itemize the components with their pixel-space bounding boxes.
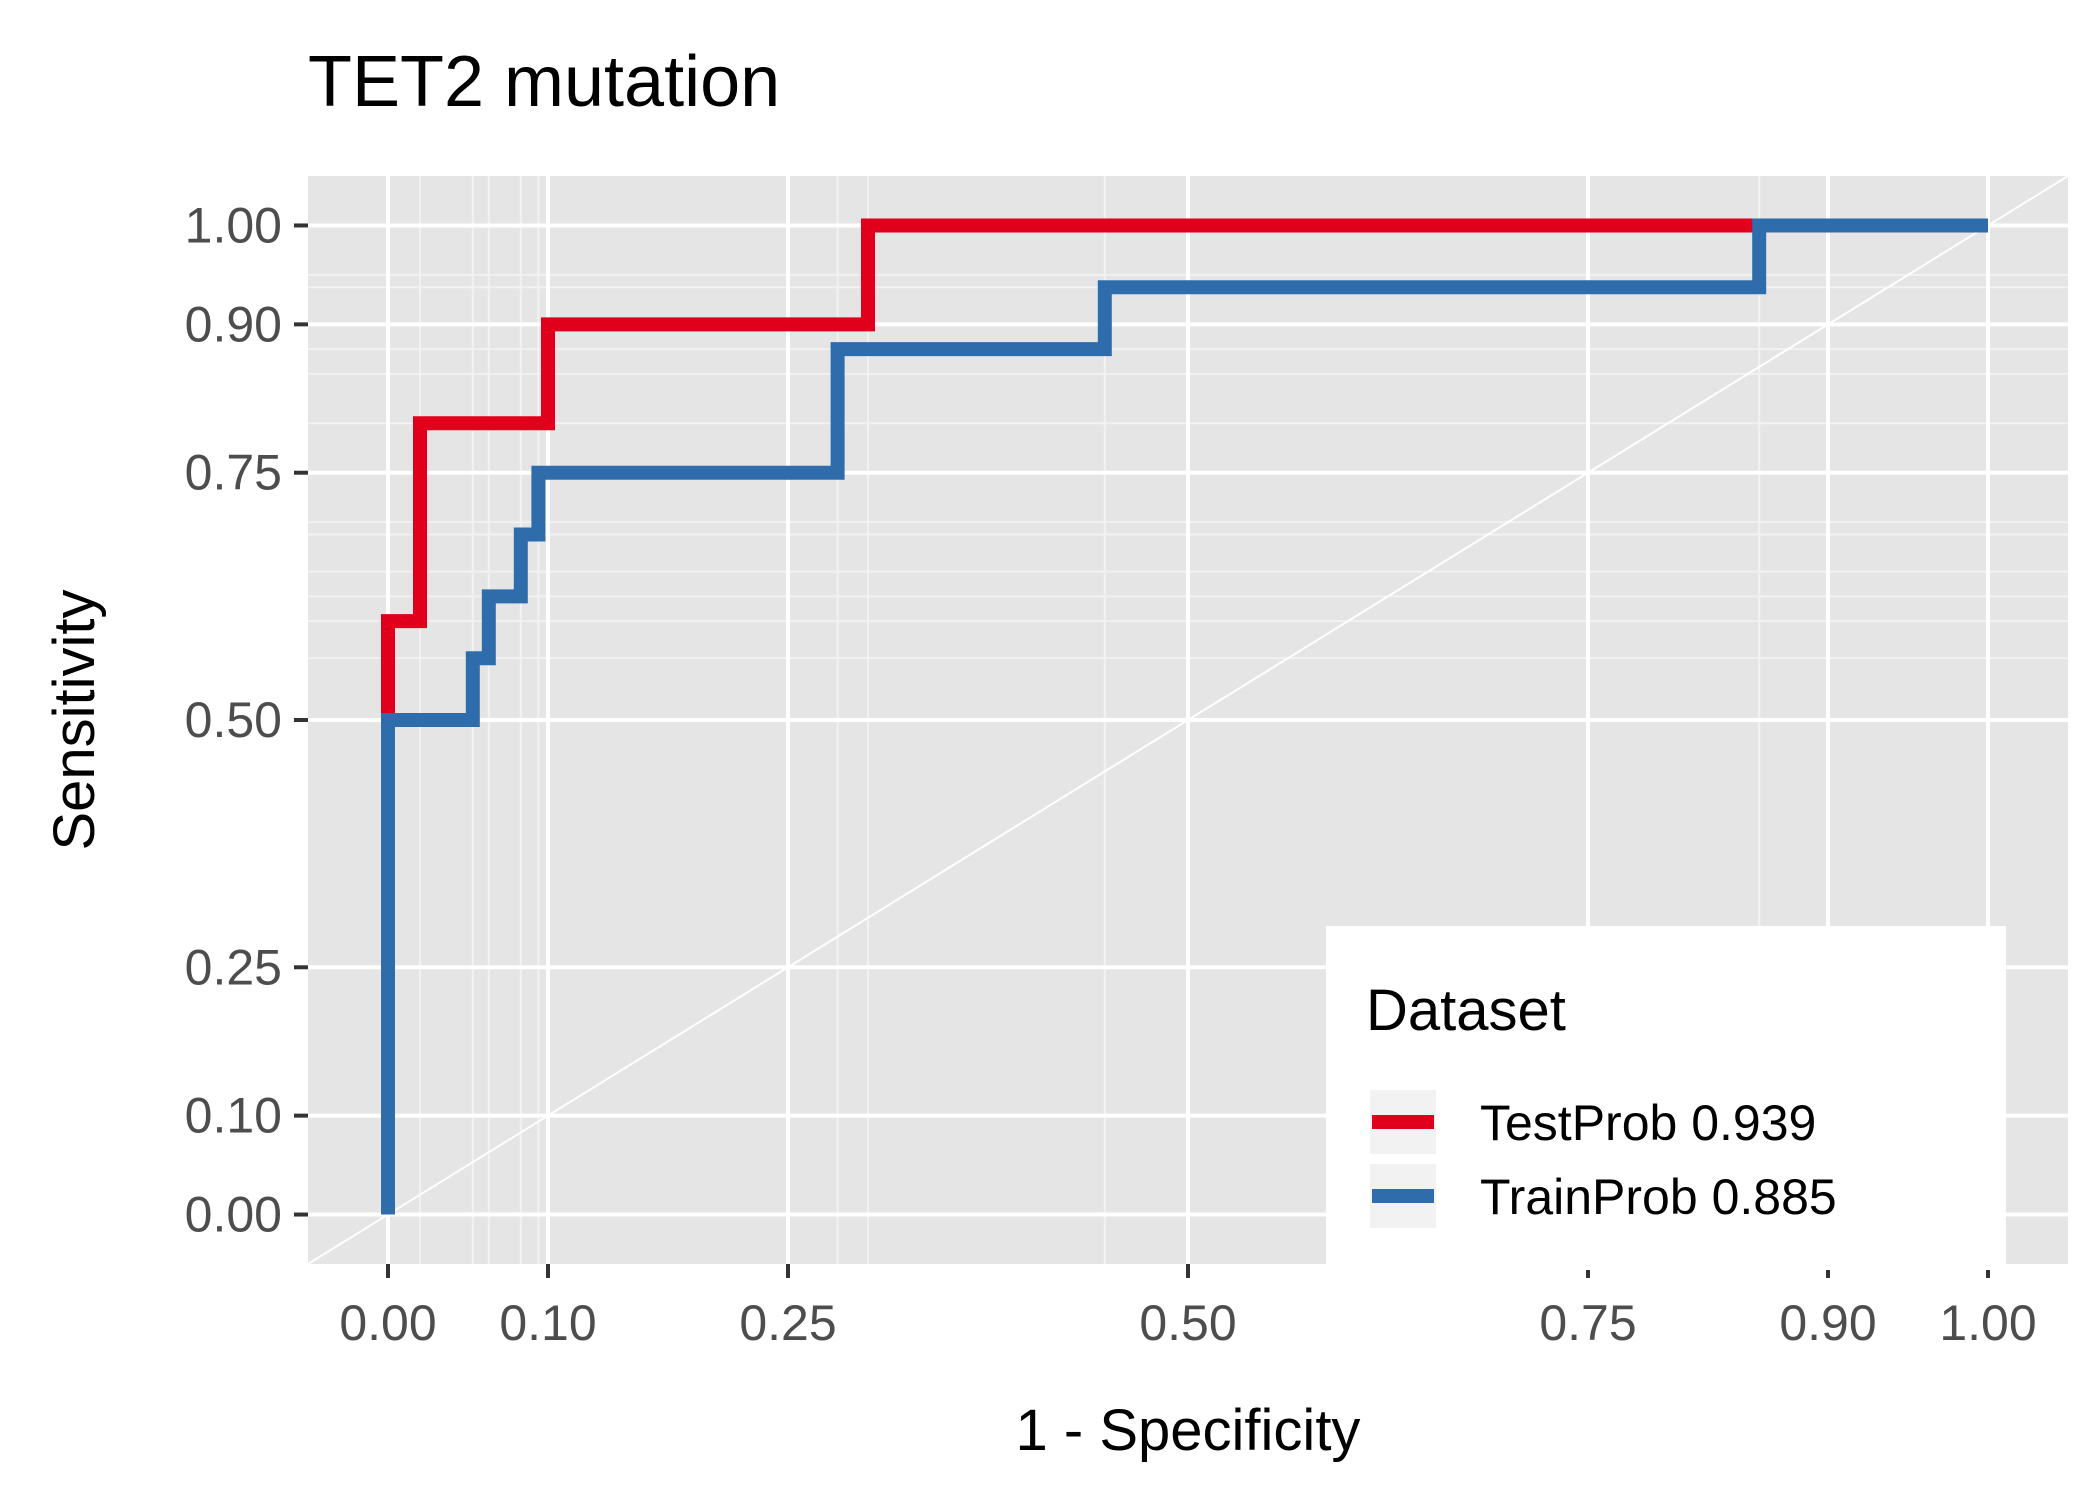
series-line-testprob xyxy=(381,218,1988,1215)
diagonal-reference-line xyxy=(307,175,2069,1265)
y-tick-label: 0.00 xyxy=(185,1187,282,1243)
x-tick-label: 0.75 xyxy=(1539,1295,1636,1351)
y-tick-label: 0.50 xyxy=(185,692,282,748)
y-tick-label: 0.10 xyxy=(185,1088,282,1144)
y-tick-label: 0.75 xyxy=(185,445,282,501)
y-tick-label: 0.90 xyxy=(185,296,282,352)
x-axis: 0.00 0.10 0.25 0.50 0.75 0.90 1.00 xyxy=(339,1264,2037,1351)
legend-label: TestProb 0.939 xyxy=(1480,1095,1816,1151)
x-tick-label: 0.10 xyxy=(499,1295,596,1351)
y-tick-label: 0.25 xyxy=(185,939,282,995)
series-line-trainprob xyxy=(381,218,1988,1215)
y-axis-title: Sensitivity xyxy=(42,589,107,850)
chart-title: TET2 mutation xyxy=(308,42,780,122)
x-tick-label: 0.25 xyxy=(739,1295,836,1351)
legend: Dataset TestProb 0.939 TrainProb 0.885 xyxy=(1326,926,2006,1270)
x-tick-label: 0.90 xyxy=(1779,1295,1876,1351)
x-tick-label: 0.00 xyxy=(339,1295,436,1351)
x-tick-label: 1.00 xyxy=(1939,1295,2036,1351)
series-layer xyxy=(381,218,1988,1215)
y-tick-label: 1.00 xyxy=(185,197,282,253)
y-axis: 0.00 0.10 0.25 0.50 0.75 0.90 1.00 xyxy=(185,197,308,1243)
legend-box xyxy=(1326,926,2006,1270)
x-axis-title: 1 - Specificity xyxy=(1016,1398,1361,1463)
legend-title: Dataset xyxy=(1366,978,1566,1043)
legend-label: TrainProb 0.885 xyxy=(1480,1169,1837,1225)
x-tick-label: 0.50 xyxy=(1139,1295,1236,1351)
